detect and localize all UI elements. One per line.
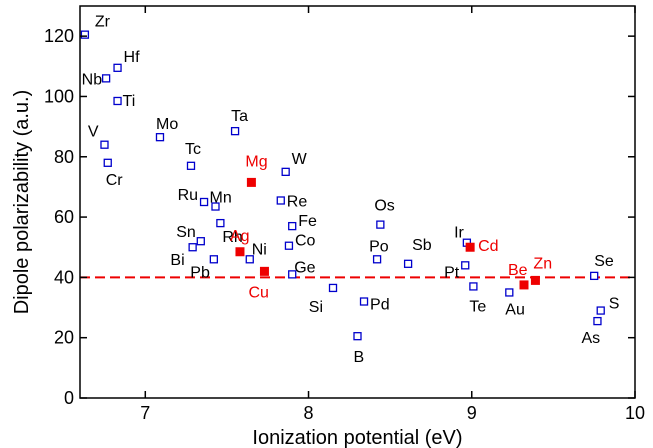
point-label-nb: Nb xyxy=(82,71,103,88)
point-label-mo: Mo xyxy=(156,116,178,133)
data-point-v xyxy=(100,140,109,149)
y-tick-label: 20 xyxy=(54,328,74,348)
data-point-pt xyxy=(461,261,470,270)
data-point-bi xyxy=(188,243,197,252)
point-label-tc: Tc xyxy=(185,141,201,158)
data-point-pd xyxy=(359,297,369,306)
point-label-ru: Ru xyxy=(178,187,198,204)
point-label-si: Si xyxy=(309,299,323,316)
point-label-pt: Pt xyxy=(444,264,460,281)
data-point-ag xyxy=(235,247,245,257)
data-point-cu xyxy=(259,266,269,276)
y-tick-label: 120 xyxy=(44,26,74,46)
point-label-cr: Cr xyxy=(106,172,124,189)
data-point-si xyxy=(328,283,338,293)
point-label-ag: Ag xyxy=(230,228,250,245)
plot-frame xyxy=(79,5,636,399)
point-label-po: Po xyxy=(369,238,389,255)
point-label-w: W xyxy=(292,151,308,168)
point-label-zn: Zn xyxy=(533,255,552,272)
data-point-b xyxy=(353,332,362,341)
point-label-te: Te xyxy=(469,298,486,315)
data-point-fe xyxy=(288,221,297,231)
data-point-s xyxy=(596,306,605,315)
point-label-au: Au xyxy=(505,301,525,318)
point-label-v: V xyxy=(88,124,99,141)
data-point-se xyxy=(590,271,599,281)
point-label-sn: Sn xyxy=(176,224,196,241)
data-point-tc xyxy=(186,161,196,170)
point-label-fe: Fe xyxy=(298,213,317,230)
data-point-nb xyxy=(101,74,111,83)
data-point-ta xyxy=(230,126,240,136)
point-label-os: Os xyxy=(374,198,394,215)
data-point-os xyxy=(376,220,385,229)
data-point-sn xyxy=(196,237,205,246)
point-label-ta: Ta xyxy=(231,108,248,125)
data-point-ti xyxy=(113,96,122,106)
data-point-ni xyxy=(245,255,254,264)
data-point-w xyxy=(281,167,290,176)
data-point-mo xyxy=(155,133,165,142)
data-point-au xyxy=(505,288,514,297)
data-point-mn xyxy=(211,202,220,211)
point-label-rh: Rh xyxy=(222,229,242,246)
point-label-b: B xyxy=(354,349,365,366)
data-point-mg xyxy=(246,177,256,187)
x-tick-label: 8 xyxy=(304,403,314,423)
point-label-co: Co xyxy=(295,233,316,250)
y-tick-label: 0 xyxy=(64,388,74,408)
data-point-rh xyxy=(216,218,225,228)
y-tick-label: 100 xyxy=(44,86,74,106)
y-tick-label: 40 xyxy=(54,267,74,287)
data-point-ge xyxy=(288,270,297,279)
point-label-pd: Pd xyxy=(370,297,390,314)
point-label-hf: Hf xyxy=(124,49,141,66)
point-label-cd: Cd xyxy=(478,238,498,255)
data-point-co xyxy=(284,241,294,250)
point-label-zr: Zr xyxy=(95,14,111,31)
y-axis-title: Dipole polarizability (a.u.) xyxy=(11,90,33,315)
point-label-cu: Cu xyxy=(248,284,268,301)
data-point-re xyxy=(276,196,285,205)
data-point-as xyxy=(593,316,602,326)
x-axis-title: Ionization potential (eV) xyxy=(252,427,462,448)
data-point-ru xyxy=(199,197,209,207)
data-point-cd xyxy=(465,242,475,252)
point-label-ti: Ti xyxy=(123,93,136,110)
data-point-te xyxy=(469,282,478,291)
y-tick-label: 80 xyxy=(54,147,74,167)
data-point-po xyxy=(372,255,382,264)
point-label-pb: Pb xyxy=(190,264,210,281)
point-label-mg: Mg xyxy=(245,153,267,170)
point-label-s: S xyxy=(609,296,620,313)
data-point-hf xyxy=(113,63,122,72)
x-tick-label: 7 xyxy=(140,403,150,423)
point-label-bi: Bi xyxy=(170,252,184,269)
x-tick-label: 9 xyxy=(467,403,477,423)
data-point-pb xyxy=(209,255,219,264)
data-point-sb xyxy=(403,259,413,268)
point-label-as: As xyxy=(581,330,600,347)
point-label-mn: Mn xyxy=(209,190,231,207)
data-point-cr xyxy=(103,158,112,167)
data-point-zr xyxy=(80,30,90,39)
point-label-be: Be xyxy=(508,262,528,279)
data-point-be xyxy=(519,280,529,290)
point-label-se: Se xyxy=(594,253,614,270)
point-label-ni: Ni xyxy=(252,241,267,258)
point-label-ir: Ir xyxy=(454,225,464,242)
x-tick-label: 10 xyxy=(625,403,645,423)
point-label-sb: Sb xyxy=(412,237,432,254)
y-tick-label: 60 xyxy=(54,207,74,227)
point-label-re: Re xyxy=(287,193,308,210)
data-point-zn xyxy=(530,275,540,285)
point-label-ge: Ge xyxy=(294,259,315,276)
